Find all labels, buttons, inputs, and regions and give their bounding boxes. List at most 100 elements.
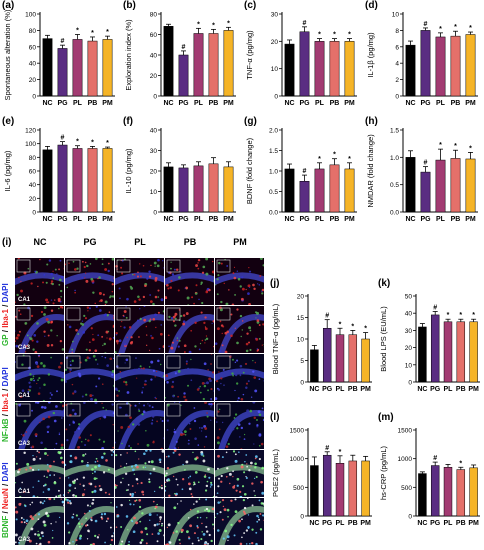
panel-label-e: (e) [2,116,15,127]
micrograph-PB-CA3 [165,402,214,449]
panel-label-i: (i) [2,237,12,248]
micrograph-image [166,307,214,353]
chart-d-svg: IL-1β (pg/mg) 0 2 4 6 8 10 NC # PG * PL * PB * PM [366,12,478,107]
micrograph-PB-CA1 [165,354,214,401]
y-tick-label: 20 [150,169,158,176]
x-tick-label: PB [456,386,466,393]
y-tick-label: 120 [25,128,36,135]
chart-k-svg: Blood LPS (EU/mL) 0 10 20 30 40 50 NC # PG * PL * PB *… [379,294,480,393]
y-tick-label: 0 [300,514,304,521]
region-label-CA3: CA3 [18,537,31,543]
y-tick-label: 15 [297,315,305,322]
significance-mark: * [351,323,354,330]
y-tick-label: 80 [29,28,37,35]
bar-PG [420,171,431,213]
y-tick-label: 6 [395,44,399,51]
y-tick-label: 10 [392,12,400,19]
micrograph-PM-CA3 [215,498,264,545]
significance-mark: * [454,24,457,31]
significance-mark: # [61,38,65,45]
y-tick-label: 10 [297,337,305,344]
y-tick-label: 50 [405,294,413,301]
bar-PG [299,31,310,97]
bar-PL [435,36,446,97]
micrograph-PM-CA1 [215,450,264,497]
x-tick-label: PL [436,216,446,223]
chart-a: (a) Spontaneous alteration (%) 0 20 40 60 80 10… [0,0,121,116]
x-tick-label: PL [436,100,446,107]
micrograph-image [65,498,114,545]
y-tick-label: 0 [395,94,399,101]
micrograph-PG-CA1 [65,354,114,401]
x-tick-label: PB [348,386,358,393]
x-tick-label: PB [209,216,219,223]
y-axis-label: PGE2 (pg/mL) [271,449,280,497]
micrograph-PG-CA3 [65,498,114,545]
chart-m: (m) hs-CRP (pg/mL) 0 500 1000 1500 NC # PG PL * PB P… [376,412,484,540]
x-tick-label: PB [330,216,340,223]
y-tick-label: 20 [29,77,37,84]
bar-PB [348,460,358,517]
bar-NC [405,44,416,97]
x-tick-label: PG [178,216,189,223]
x-tick-label: PB [88,100,98,107]
bar-PB [450,158,461,213]
x-tick-label: PL [336,520,346,527]
x-tick-label: NC [42,216,52,223]
significance-mark: * [212,22,215,29]
y-axis-label: Spontaneous alteration (%) [3,9,12,100]
x-tick-label: NC [417,520,427,527]
chart-c: (c) TNF-α (pg/mg) 0 10 20 30 NC # PG * PL * PB * PM [242,0,363,116]
chart-e-svg: IL-6 (pg/mg) 0 20 40 60 80 100 120 NC # PG * PL * PB * P… [3,128,115,223]
micrograph-image [115,354,164,401]
bar-PM [469,467,478,517]
significance-mark: * [364,326,367,333]
bar-NC [284,43,295,97]
region-label-CA3: CA3 [18,345,31,351]
bar-PM [102,39,113,97]
bar-PL [335,334,345,383]
panel-label-k: (k) [378,278,391,289]
micrograph-image [15,402,64,449]
micrograph-image [15,450,64,497]
y-tick-label: 0 [153,94,157,101]
bar-PB [450,35,461,97]
row-label-2: BDNF / NeuN / DAPI [1,462,10,538]
x-tick-label: PM [360,520,371,527]
column-header-PL: PL [134,237,146,247]
chart-f: (f) IL-10 (pg/mg) 0 10 20 30 40 NC PG PL PB PM [121,116,242,232]
micrograph-image [15,354,64,401]
micrograph-image [215,402,264,449]
micrograph-PL-CA3 [115,402,164,449]
x-tick-label: PB [456,520,466,527]
column-header-NC: NC [33,237,47,247]
significance-mark: * [76,28,79,35]
panel-label-d: (d) [365,0,378,11]
significance-mark: # [303,20,307,27]
bar-NC [405,157,416,213]
bar-PG [322,328,332,383]
y-tick-label: 1.5 [269,148,278,155]
bar-PM [469,321,478,383]
x-tick-label: PL [194,216,204,223]
micrograph-image [66,306,114,353]
x-tick-label: PM [465,216,476,223]
bar-PG [299,181,310,213]
bar-PB [329,164,340,213]
x-tick-label: PM [102,216,113,223]
significance-mark: * [348,32,351,39]
x-tick-label: PL [315,100,325,107]
y-tick-label: 0 [408,514,412,521]
y-axis-label: IL-10 (pg/mg) [124,148,133,194]
bar-PB [87,40,98,97]
y-axis-label: hs-CRP (pg/mL) [379,445,388,500]
micrograph-image [15,498,64,545]
bar-PL [435,159,446,213]
y-tick-label: 0 [32,94,36,101]
significance-mark: * [469,145,472,152]
bar-PM [223,30,234,97]
bar-PL [193,165,204,213]
bar-NC [163,26,174,97]
x-tick-label: PG [430,520,441,527]
significance-mark: * [439,142,442,149]
